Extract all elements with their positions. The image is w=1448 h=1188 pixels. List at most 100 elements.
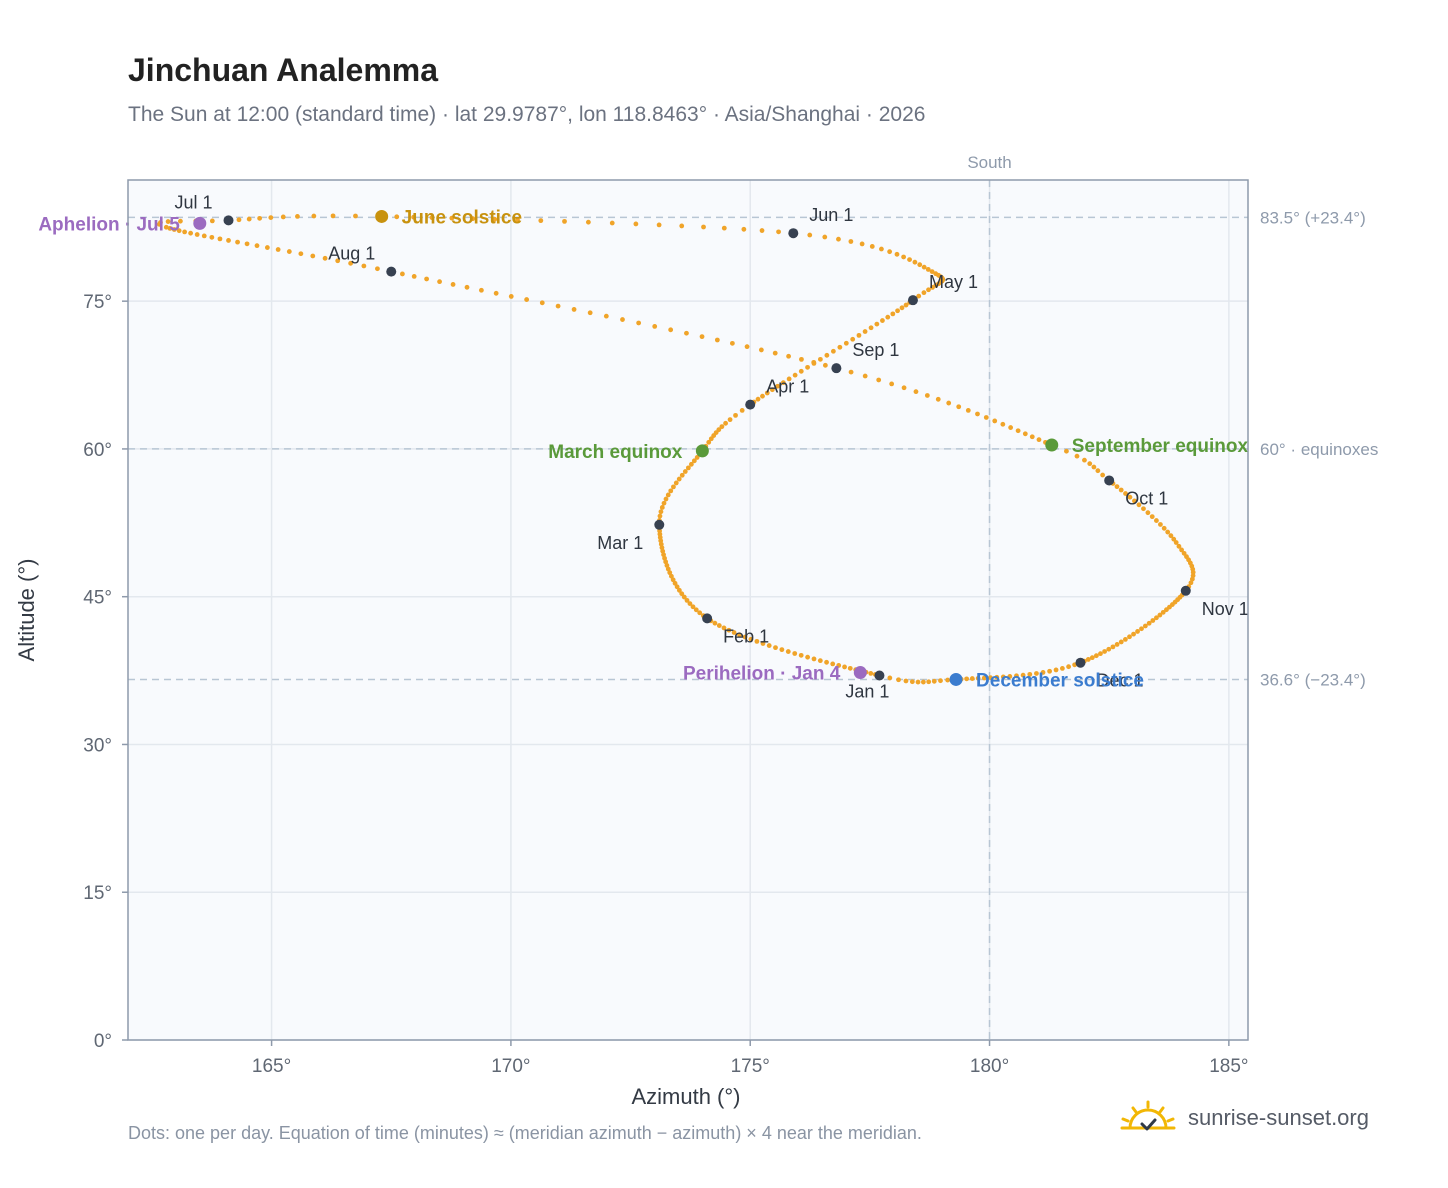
day-dot bbox=[716, 427, 722, 433]
month-label: Oct 1 bbox=[1125, 488, 1168, 508]
day-dot bbox=[1118, 487, 1124, 493]
day-dot bbox=[450, 282, 456, 287]
y-tick-label: 0° bbox=[94, 1031, 112, 1052]
day-dot bbox=[681, 594, 687, 600]
day-dot bbox=[760, 393, 765, 399]
y-tick-label: 60° bbox=[83, 440, 112, 461]
day-dot bbox=[1029, 434, 1035, 440]
day-dot bbox=[658, 509, 664, 515]
day-dot bbox=[742, 634, 748, 640]
day-dot bbox=[1034, 671, 1039, 676]
day-dot bbox=[1179, 547, 1184, 553]
day-dot bbox=[758, 347, 764, 353]
x-tick-label: 165° bbox=[252, 1056, 291, 1077]
month-label: Aug 1 bbox=[328, 244, 375, 264]
day-dot bbox=[964, 676, 970, 682]
month-label: Nov 1 bbox=[1202, 599, 1249, 619]
day-dot bbox=[811, 359, 817, 365]
day-dot bbox=[1118, 639, 1124, 645]
day-dot bbox=[887, 249, 893, 255]
day-dot bbox=[1095, 468, 1101, 474]
day-dot bbox=[946, 400, 952, 406]
day-dot bbox=[799, 356, 804, 362]
day-dot bbox=[856, 332, 862, 338]
month-label: Feb 1 bbox=[723, 626, 769, 646]
day-dot bbox=[1066, 664, 1071, 670]
day-dot bbox=[671, 484, 676, 490]
x-tick-label: 185° bbox=[1209, 1056, 1248, 1077]
day-dot bbox=[429, 215, 435, 221]
day-dot bbox=[701, 224, 706, 230]
day-dot bbox=[399, 271, 405, 277]
brand[interactable]: sunrise-sunset.org bbox=[1120, 1100, 1369, 1136]
day-dot bbox=[843, 340, 849, 346]
day-dot bbox=[226, 238, 231, 243]
day-dot bbox=[182, 229, 188, 235]
day-dot bbox=[165, 219, 171, 224]
axes: 165° 170° 175° 180° 185° 0° 15° 30° 45° 60° 75° Azi… bbox=[14, 292, 1249, 1109]
day-dot bbox=[684, 597, 690, 603]
month-marker bbox=[907, 295, 918, 306]
day-dot bbox=[1141, 506, 1146, 512]
day-dot bbox=[478, 287, 484, 293]
day-dot bbox=[727, 417, 733, 423]
day-dot bbox=[411, 214, 416, 220]
day-dot bbox=[1000, 421, 1006, 427]
day-dot bbox=[807, 232, 813, 238]
day-dot bbox=[609, 220, 615, 226]
day-dot bbox=[880, 318, 885, 323]
event-label: Aphelion · Jul 5 bbox=[38, 214, 180, 235]
reference-line-label: 36.6° (−23.4°) bbox=[1260, 670, 1366, 689]
day-dot bbox=[1131, 631, 1136, 637]
month-label: Jan 1 bbox=[845, 682, 889, 702]
event-label: Perihelion · Jan 4 bbox=[683, 664, 841, 685]
chart-subtitle: The Sun at 12:00 (standard time) · lat 2… bbox=[128, 103, 926, 126]
day-dot bbox=[772, 350, 778, 356]
day-dot bbox=[688, 461, 694, 467]
day-dot bbox=[254, 243, 260, 249]
day-dot bbox=[676, 476, 682, 482]
day-dot bbox=[933, 271, 939, 277]
day-dot bbox=[748, 636, 754, 642]
day-dot bbox=[663, 496, 669, 502]
day-dot bbox=[437, 279, 442, 285]
day-dot bbox=[209, 234, 215, 240]
day-dot bbox=[792, 372, 798, 378]
day-dot bbox=[394, 214, 400, 220]
month-marker bbox=[788, 228, 799, 239]
day-dot bbox=[938, 678, 943, 684]
month-label: Sep 1 bbox=[852, 340, 899, 360]
event-marker bbox=[853, 666, 867, 680]
day-dot bbox=[994, 674, 1000, 680]
day-dot bbox=[685, 465, 691, 471]
day-dot bbox=[1139, 626, 1144, 632]
day-dot bbox=[694, 455, 700, 460]
day-dot bbox=[766, 643, 772, 648]
day-dot bbox=[798, 368, 804, 374]
day-dot bbox=[668, 573, 674, 579]
day-dot bbox=[969, 676, 975, 681]
day-dot bbox=[673, 480, 679, 486]
day-dot bbox=[712, 620, 718, 626]
day-dot bbox=[885, 314, 891, 320]
y-axis-title: Altitude (°) bbox=[14, 559, 39, 662]
month-label: Jul 1 bbox=[174, 192, 212, 212]
day-dot bbox=[929, 269, 935, 275]
day-dot bbox=[917, 262, 923, 268]
day-dot bbox=[1168, 533, 1174, 539]
day-dot bbox=[1059, 666, 1065, 671]
day-dot bbox=[912, 259, 918, 265]
day-dot bbox=[1106, 646, 1112, 652]
day-dot bbox=[764, 390, 770, 396]
day-dot bbox=[859, 241, 865, 247]
day-dot bbox=[780, 380, 786, 386]
day-dot bbox=[1008, 425, 1014, 430]
event-marker bbox=[695, 444, 709, 458]
day-dot bbox=[1074, 453, 1080, 459]
day-dot bbox=[921, 264, 927, 270]
day-dot bbox=[981, 675, 987, 681]
day-dot bbox=[716, 623, 722, 628]
day-dot bbox=[785, 649, 791, 654]
day-dot bbox=[909, 679, 915, 685]
day-dot bbox=[719, 424, 725, 430]
